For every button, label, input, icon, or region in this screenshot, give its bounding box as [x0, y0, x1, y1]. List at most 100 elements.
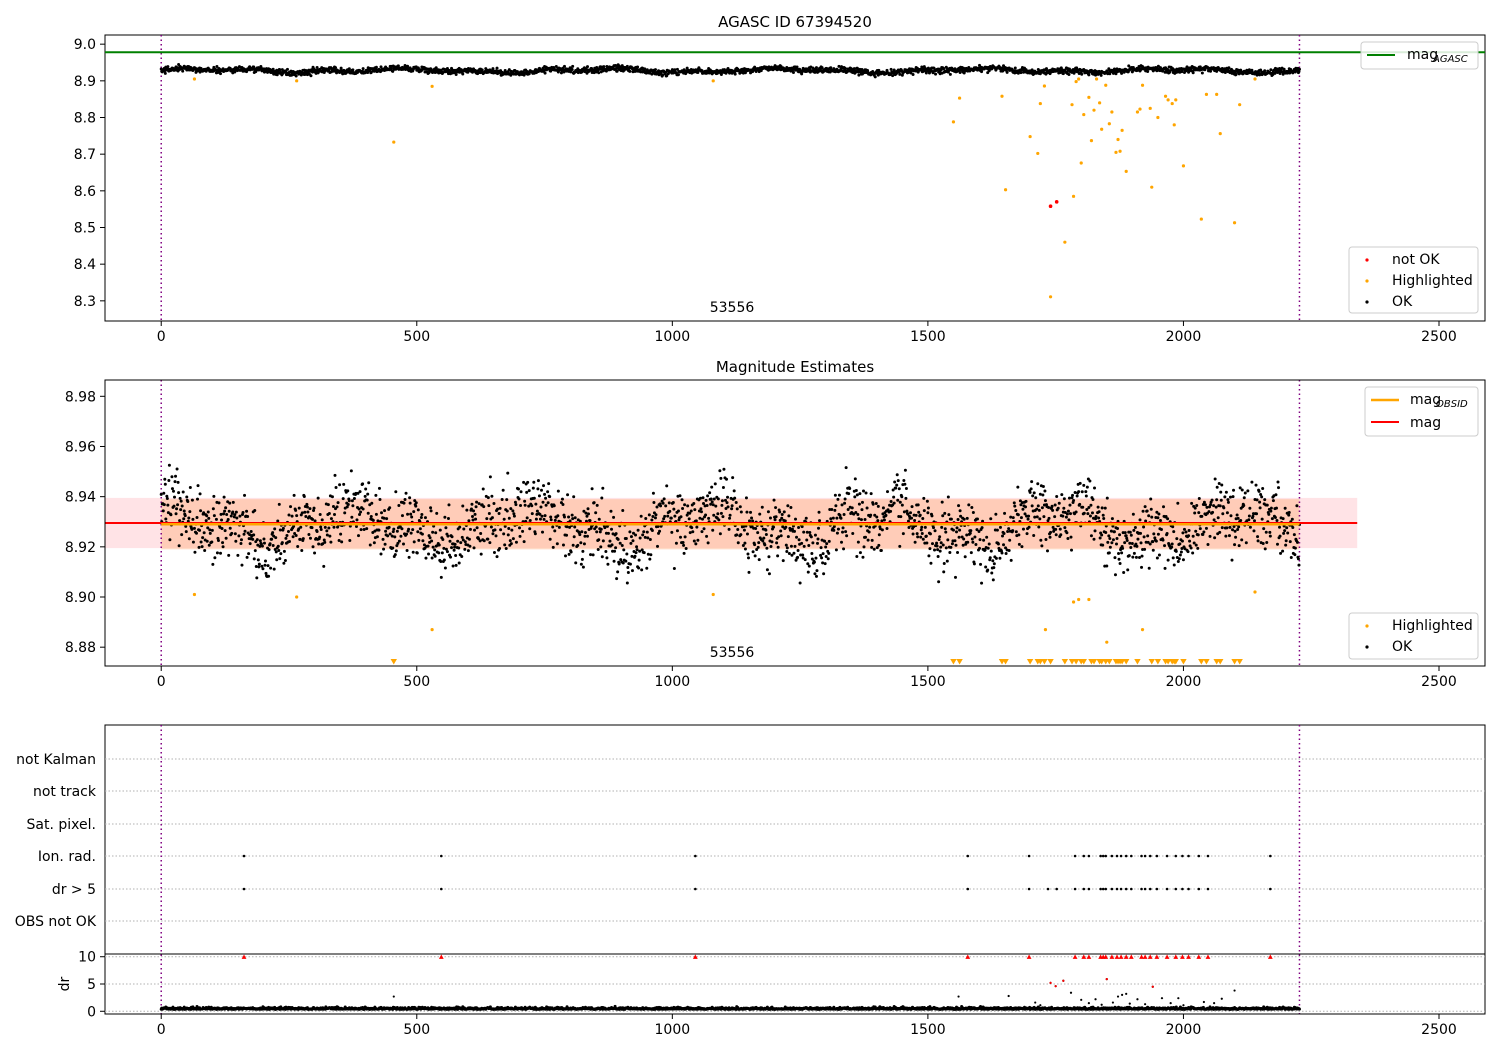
estimates-ok-point: [349, 469, 353, 473]
estimates-ok-point: [653, 516, 657, 520]
agasc-highlighted-point: [1094, 77, 1099, 81]
estimates-ok-point: [785, 546, 789, 550]
estimates-ok-point: [966, 540, 970, 544]
estimates-ok-point: [815, 569, 819, 573]
estimates-ok-point: [408, 496, 412, 500]
estimates-ok-point: [551, 525, 555, 529]
agasc-highlighted-point: [1232, 221, 1237, 225]
estimates-ok-point: [438, 528, 442, 532]
estimates-ok-point: [789, 544, 793, 548]
estimates-ok-point: [704, 513, 708, 517]
estimates-ok-point: [411, 550, 415, 554]
agasc-ok-point: [1120, 71, 1124, 75]
estimates-ok-point: [163, 482, 167, 486]
estimates-ok-point: [340, 540, 344, 544]
estimates-ok-point: [942, 570, 946, 574]
estimates-ok-point: [1027, 525, 1031, 529]
estimates-ok-point: [745, 532, 749, 536]
agasc-xtick-label: 1000: [655, 329, 691, 345]
estimates-ok-point: [1088, 479, 1092, 483]
agasc-points: [105, 35, 1485, 321]
estimates-ok-point: [1104, 530, 1108, 534]
estimates-ok-point: [1270, 517, 1274, 521]
estimates-ok-point: [361, 482, 365, 486]
flags-points: [160, 725, 1301, 1014]
estimates-ok-point: [400, 514, 404, 518]
estimates-ok-point: [197, 545, 201, 549]
estimates-ok-point: [699, 510, 703, 514]
estimates-ok-point: [911, 532, 915, 536]
estimates-ok-point: [191, 540, 195, 544]
estimates-ok-point: [795, 535, 799, 539]
estimates-ok-point: [271, 531, 275, 535]
estimates-ok-point: [409, 512, 413, 516]
estimates-ok-point: [283, 559, 287, 563]
estimates-offscale-marker: [956, 659, 963, 665]
estimates-ok-point: [374, 493, 378, 497]
estimates-ok-point: [263, 559, 267, 563]
estimates-ok-point: [276, 519, 280, 523]
estimates-ok-point: [1040, 506, 1044, 510]
agasc-ok-point: [181, 69, 185, 73]
estimates-ok-point: [1075, 494, 1079, 498]
agasc-ok-point: [495, 66, 499, 70]
estimates-ok-point: [212, 494, 216, 498]
estimates-ok-point: [221, 541, 225, 545]
estimates-ok-point: [408, 501, 412, 505]
estimates-ok-point: [770, 540, 774, 544]
estimates-ok-point: [1081, 505, 1085, 509]
flag-point: [1115, 854, 1119, 858]
estimates-ok-point: [239, 538, 243, 542]
agasc-highlighted-point: [1204, 92, 1209, 96]
estimates-ok-point: [899, 515, 903, 519]
estimates-ok-point: [313, 551, 317, 555]
estimates-ok-point: [523, 503, 527, 507]
estimates-ok-point: [1063, 526, 1067, 530]
estimates-ok-point: [647, 513, 651, 517]
estimates-ok-point: [746, 556, 750, 560]
estimates-highlighted-point: [295, 595, 299, 599]
estimates-ok-point: [249, 529, 253, 533]
agasc-highlighted-point: [1166, 98, 1170, 102]
estimates-ok-point: [1271, 499, 1275, 503]
estimates-ok-point: [1110, 541, 1114, 545]
agasc-ok-point: [829, 66, 833, 70]
estimates-ok-point: [929, 561, 933, 565]
estimates-ok-point: [1117, 552, 1121, 556]
estimates-ok-point: [654, 513, 658, 517]
estimates-ok-point: [1105, 496, 1109, 500]
estimates-ok-point: [245, 509, 249, 513]
estimates-ok-point: [1269, 509, 1273, 513]
estimates-ok-point: [224, 506, 228, 510]
estimates-ok-point: [527, 489, 531, 493]
estimates-ok-point: [1231, 528, 1235, 532]
estimates-ok-point: [393, 553, 397, 557]
estimates-ok-point: [381, 537, 385, 541]
estimates-ok-point: [1260, 517, 1264, 521]
flag-point: [1055, 887, 1058, 891]
estimates-ok-point: [779, 529, 783, 533]
estimates-ok-point: [901, 532, 905, 536]
estimates-ok-point: [1281, 549, 1285, 553]
estimates-ok-point: [364, 487, 368, 491]
estimates-ok-point: [1281, 517, 1285, 521]
agasc-ytick-label: 8.5: [74, 221, 96, 237]
estimates-ok-point: [300, 511, 304, 515]
estimates-ok-point: [1138, 518, 1142, 522]
estimates-ok-point: [565, 525, 569, 529]
estimates-ok-point: [1198, 527, 1202, 531]
agasc-highlighted-point: [1135, 110, 1140, 114]
estimates-ok-point: [1093, 529, 1097, 533]
agasc-ok-point: [898, 72, 902, 76]
mag-agasc-legend-subscript: AGASC: [1432, 54, 1468, 65]
estimates-ok-point: [1187, 529, 1191, 533]
estimates-ok-point: [461, 504, 465, 508]
estimates-ok-point: [394, 490, 398, 494]
flag-point: [1269, 854, 1272, 858]
estimates-offscale-marker: [1072, 659, 1080, 665]
estimates-ok-point: [678, 494, 682, 498]
estimates-ok-point: [1129, 546, 1133, 550]
estimates-ok-point: [571, 517, 575, 521]
estimates-ok-point: [1157, 553, 1161, 557]
estimates-ok-point: [986, 568, 990, 572]
